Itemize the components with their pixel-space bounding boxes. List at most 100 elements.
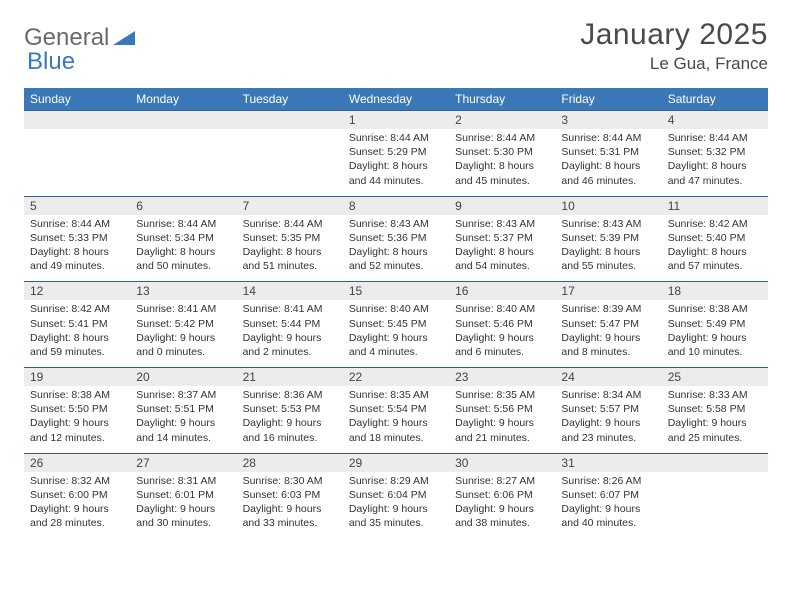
day-ss: Sunset: 5:45 PM bbox=[349, 317, 443, 331]
day-detail-cell: Sunrise: 8:44 AMSunset: 5:33 PMDaylight:… bbox=[24, 215, 130, 282]
day-number-cell: 28 bbox=[237, 453, 343, 472]
day-number-cell: 14 bbox=[237, 282, 343, 301]
day-detail-cell: Sunrise: 8:43 AMSunset: 5:39 PMDaylight:… bbox=[555, 215, 661, 282]
day-d2: and 4 minutes. bbox=[349, 345, 443, 359]
day-number-cell: 9 bbox=[449, 196, 555, 215]
day-number-cell: 3 bbox=[555, 111, 661, 130]
day-number-cell: 17 bbox=[555, 282, 661, 301]
day-number-row: 19202122232425 bbox=[24, 368, 768, 387]
day-sr: Sunrise: 8:32 AM bbox=[30, 474, 124, 488]
day-d1: Daylight: 9 hours bbox=[136, 416, 230, 430]
day-d1: Daylight: 8 hours bbox=[30, 331, 124, 345]
day-detail-cell bbox=[662, 472, 768, 539]
title-block: January 2025 Le Gua, France bbox=[580, 18, 768, 74]
day-detail-cell: Sunrise: 8:41 AMSunset: 5:42 PMDaylight:… bbox=[130, 300, 236, 367]
day-number-cell: 7 bbox=[237, 196, 343, 215]
day-sr: Sunrise: 8:35 AM bbox=[349, 388, 443, 402]
day-sr: Sunrise: 8:44 AM bbox=[243, 217, 337, 231]
calendar-table: SundayMondayTuesdayWednesdayThursdayFrid… bbox=[24, 88, 768, 538]
day-sr: Sunrise: 8:37 AM bbox=[136, 388, 230, 402]
day-d2: and 14 minutes. bbox=[136, 431, 230, 445]
day-d1: Daylight: 8 hours bbox=[455, 159, 549, 173]
day-number-cell: 4 bbox=[662, 111, 768, 130]
logo-triangle-icon bbox=[113, 24, 135, 52]
day-number-row: 262728293031 bbox=[24, 453, 768, 472]
day-d1: Daylight: 8 hours bbox=[668, 245, 762, 259]
day-d1: Daylight: 9 hours bbox=[136, 502, 230, 516]
day-d2: and 55 minutes. bbox=[561, 259, 655, 273]
day-d2: and 10 minutes. bbox=[668, 345, 762, 359]
day-d2: and 44 minutes. bbox=[349, 174, 443, 188]
day-number-cell: 18 bbox=[662, 282, 768, 301]
day-detail-cell: Sunrise: 8:38 AMSunset: 5:49 PMDaylight:… bbox=[662, 300, 768, 367]
day-ss: Sunset: 5:49 PM bbox=[668, 317, 762, 331]
day-d1: Daylight: 9 hours bbox=[349, 416, 443, 430]
weekday-header: Wednesday bbox=[343, 88, 449, 111]
day-ss: Sunset: 6:04 PM bbox=[349, 488, 443, 502]
day-d2: and 2 minutes. bbox=[243, 345, 337, 359]
day-detail-cell: Sunrise: 8:44 AMSunset: 5:34 PMDaylight:… bbox=[130, 215, 236, 282]
day-number-cell: 21 bbox=[237, 368, 343, 387]
day-detail-cell: Sunrise: 8:37 AMSunset: 5:51 PMDaylight:… bbox=[130, 386, 236, 453]
day-ss: Sunset: 5:30 PM bbox=[455, 145, 549, 159]
day-d1: Daylight: 9 hours bbox=[349, 502, 443, 516]
day-d1: Daylight: 8 hours bbox=[243, 245, 337, 259]
day-number-cell: 23 bbox=[449, 368, 555, 387]
logo-line2: Blue bbox=[27, 48, 75, 76]
day-ss: Sunset: 5:51 PM bbox=[136, 402, 230, 416]
day-sr: Sunrise: 8:44 AM bbox=[455, 131, 549, 145]
day-ss: Sunset: 6:07 PM bbox=[561, 488, 655, 502]
day-ss: Sunset: 5:50 PM bbox=[30, 402, 124, 416]
day-ss: Sunset: 6:03 PM bbox=[243, 488, 337, 502]
day-d1: Daylight: 8 hours bbox=[30, 245, 124, 259]
day-detail-cell: Sunrise: 8:33 AMSunset: 5:58 PMDaylight:… bbox=[662, 386, 768, 453]
day-d1: Daylight: 9 hours bbox=[455, 502, 549, 516]
day-sr: Sunrise: 8:34 AM bbox=[561, 388, 655, 402]
day-detail-cell: Sunrise: 8:43 AMSunset: 5:36 PMDaylight:… bbox=[343, 215, 449, 282]
day-detail-cell: Sunrise: 8:32 AMSunset: 6:00 PMDaylight:… bbox=[24, 472, 130, 539]
day-d2: and 38 minutes. bbox=[455, 516, 549, 530]
day-number-cell: 25 bbox=[662, 368, 768, 387]
weekday-header: Saturday bbox=[662, 88, 768, 111]
day-sr: Sunrise: 8:36 AM bbox=[243, 388, 337, 402]
weekday-header: Thursday bbox=[449, 88, 555, 111]
day-d2: and 28 minutes. bbox=[30, 516, 124, 530]
day-number-cell bbox=[130, 111, 236, 130]
weekday-header-row: SundayMondayTuesdayWednesdayThursdayFrid… bbox=[24, 88, 768, 111]
day-detail-cell: Sunrise: 8:35 AMSunset: 5:54 PMDaylight:… bbox=[343, 386, 449, 453]
day-sr: Sunrise: 8:44 AM bbox=[30, 217, 124, 231]
day-d1: Daylight: 8 hours bbox=[561, 159, 655, 173]
day-detail-cell: Sunrise: 8:42 AMSunset: 5:40 PMDaylight:… bbox=[662, 215, 768, 282]
day-d1: Daylight: 9 hours bbox=[668, 416, 762, 430]
day-number-row: 12131415161718 bbox=[24, 282, 768, 301]
day-ss: Sunset: 5:46 PM bbox=[455, 317, 549, 331]
day-number-cell: 20 bbox=[130, 368, 236, 387]
day-d1: Daylight: 8 hours bbox=[455, 245, 549, 259]
month-title: January 2025 bbox=[580, 18, 768, 52]
day-d1: Daylight: 9 hours bbox=[668, 331, 762, 345]
day-detail-cell bbox=[24, 129, 130, 196]
day-d2: and 45 minutes. bbox=[455, 174, 549, 188]
day-sr: Sunrise: 8:33 AM bbox=[668, 388, 762, 402]
day-detail-cell: Sunrise: 8:40 AMSunset: 5:46 PMDaylight:… bbox=[449, 300, 555, 367]
day-detail-cell: Sunrise: 8:39 AMSunset: 5:47 PMDaylight:… bbox=[555, 300, 661, 367]
day-ss: Sunset: 5:37 PM bbox=[455, 231, 549, 245]
day-detail-cell: Sunrise: 8:41 AMSunset: 5:44 PMDaylight:… bbox=[237, 300, 343, 367]
day-detail-cell: Sunrise: 8:29 AMSunset: 6:04 PMDaylight:… bbox=[343, 472, 449, 539]
day-number-cell: 12 bbox=[24, 282, 130, 301]
day-d1: Daylight: 9 hours bbox=[561, 502, 655, 516]
day-ss: Sunset: 6:06 PM bbox=[455, 488, 549, 502]
day-detail-cell: Sunrise: 8:44 AMSunset: 5:30 PMDaylight:… bbox=[449, 129, 555, 196]
day-detail-row: Sunrise: 8:44 AMSunset: 5:29 PMDaylight:… bbox=[24, 129, 768, 196]
day-detail-cell: Sunrise: 8:44 AMSunset: 5:29 PMDaylight:… bbox=[343, 129, 449, 196]
day-sr: Sunrise: 8:38 AM bbox=[30, 388, 124, 402]
day-detail-cell: Sunrise: 8:27 AMSunset: 6:06 PMDaylight:… bbox=[449, 472, 555, 539]
day-sr: Sunrise: 8:35 AM bbox=[455, 388, 549, 402]
day-sr: Sunrise: 8:44 AM bbox=[561, 131, 655, 145]
day-d1: Daylight: 9 hours bbox=[30, 416, 124, 430]
day-sr: Sunrise: 8:43 AM bbox=[349, 217, 443, 231]
day-number-cell bbox=[662, 453, 768, 472]
day-d2: and 46 minutes. bbox=[561, 174, 655, 188]
day-ss: Sunset: 5:33 PM bbox=[30, 231, 124, 245]
day-number-cell: 1 bbox=[343, 111, 449, 130]
